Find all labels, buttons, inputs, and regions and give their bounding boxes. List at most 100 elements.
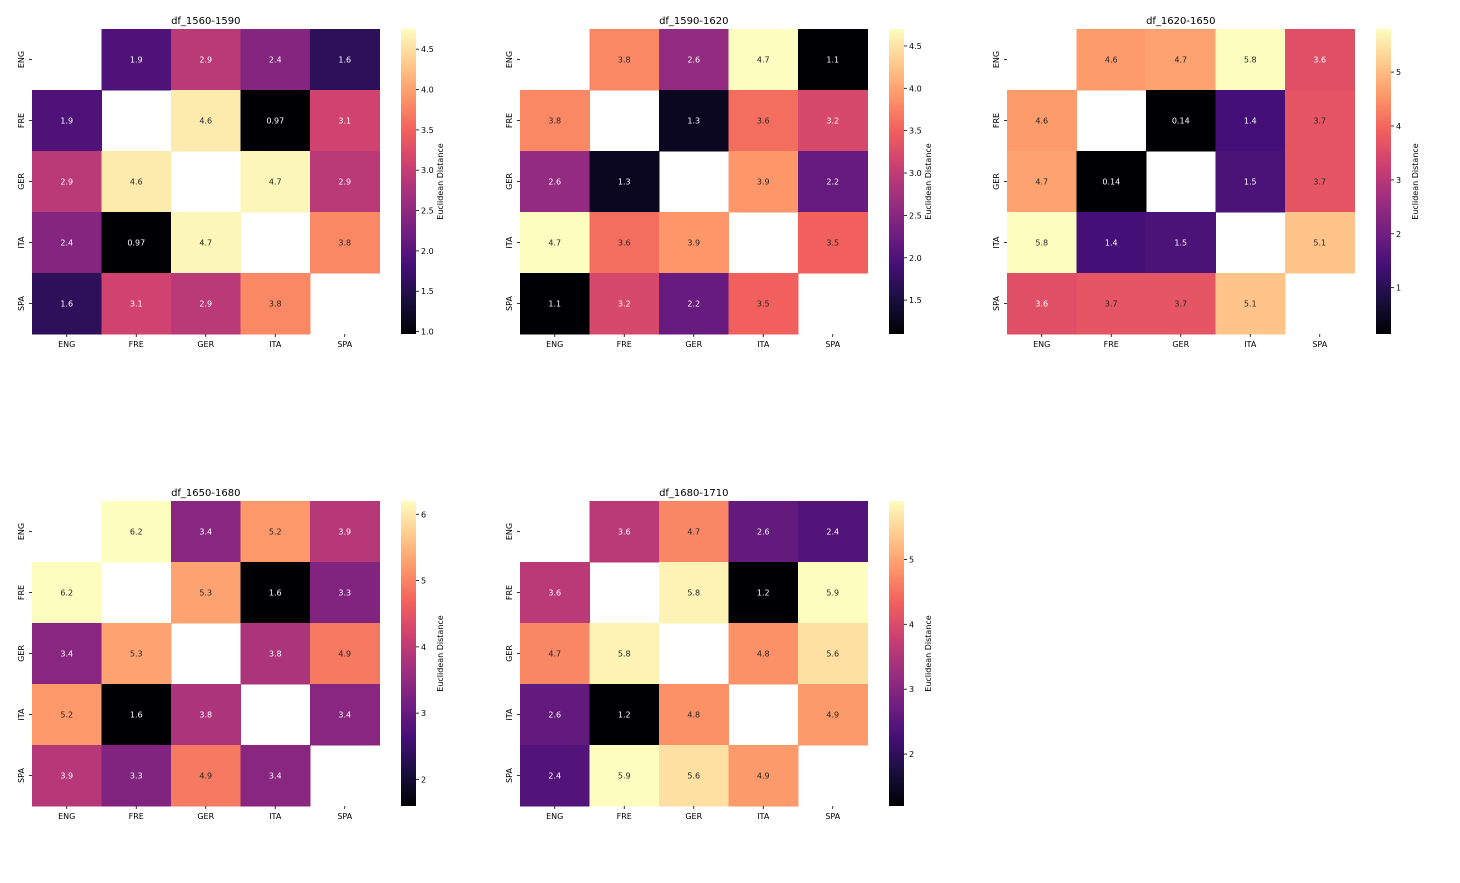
cell-value-label: 3.9 [757, 178, 770, 187]
cell-value-label: 2.9 [199, 56, 212, 65]
cell-value-label: 3.4 [338, 711, 351, 720]
y-tick-label: ITA [505, 708, 514, 721]
heatmap-cell [1285, 212, 1355, 274]
cell-value-label: 1.9 [60, 117, 73, 126]
heatmap-cell [32, 151, 102, 213]
y-tick-label: GER [505, 173, 514, 190]
cell-value-label: 3.7 [1174, 300, 1187, 309]
heatmap-cell [1076, 29, 1147, 91]
colorbar-tick-label: 4.0 [421, 86, 434, 95]
colorbar [889, 501, 904, 806]
cell-value-label: 3.1 [338, 117, 351, 126]
heatmap-cell [728, 745, 799, 807]
cell-value-label: 5.8 [687, 589, 700, 598]
cell-value-label: 4.9 [757, 772, 770, 781]
colorbar-tick-label: 2.0 [421, 247, 434, 256]
heatmap-cell [520, 562, 590, 624]
cell-value-label: 3.6 [757, 117, 770, 126]
y-tick-label: SPA [505, 296, 514, 311]
colorbar-tick-label: 4.0 [909, 84, 922, 93]
colorbar-tick-label: 3.0 [909, 169, 922, 178]
heatmap-cell [520, 151, 590, 213]
heatmap-cell [798, 29, 868, 91]
heatmap-cell [240, 501, 311, 563]
cell-value-label: 2.4 [826, 528, 839, 537]
heatmap-cell [520, 212, 590, 274]
y-tick-label: ENG [505, 523, 514, 540]
cell-value-label: 5.3 [130, 650, 143, 659]
heatmap-cell [728, 562, 799, 624]
heatmap-cell [589, 151, 660, 213]
colorbar-label: Euclidean Distance [924, 143, 933, 220]
cell-value-label: 4.9 [826, 711, 839, 720]
cell-value-label: 4.6 [1035, 117, 1048, 126]
heatmap-cell [589, 273, 660, 335]
heatmap-cell [659, 212, 729, 274]
x-tick-label: GER [197, 340, 214, 349]
cell-value-label: 1.1 [826, 56, 839, 65]
heatmap-cell [32, 273, 102, 335]
cell-value-label: 2.6 [757, 528, 770, 537]
cell-value-label: 4.9 [338, 650, 351, 659]
cell-value-label: 3.3 [130, 772, 143, 781]
heatmap-cell [520, 745, 590, 807]
colorbar-tick-label: 6 [421, 510, 426, 519]
x-tick-label: GER [1172, 340, 1189, 349]
heatmap-cell [101, 684, 172, 746]
cell-value-label: 4.7 [548, 650, 561, 659]
cell-value-label: 5.9 [826, 589, 839, 598]
heatmap-cell [240, 562, 311, 624]
cell-value-label: 3.8 [269, 650, 282, 659]
x-tick-label: SPA [337, 812, 352, 821]
cell-value-label: 1.1 [548, 300, 561, 309]
cell-value-label: 5.9 [618, 772, 631, 781]
x-tick-label: FRE [1104, 340, 1119, 349]
y-tick-label: ITA [17, 236, 26, 249]
heatmap-cell [32, 623, 102, 685]
cell-value-label: 3.4 [269, 772, 282, 781]
cell-value-label: 3.4 [60, 650, 73, 659]
heatmap-cell [171, 745, 241, 807]
x-tick-label: ENG [546, 340, 563, 349]
heatmap-cell [520, 273, 590, 335]
x-tick-label: ITA [269, 340, 282, 349]
colorbar-tick-label: 3 [1396, 176, 1401, 185]
cell-value-label: 3.6 [1035, 300, 1048, 309]
cell-value-label: 3.1 [130, 300, 143, 309]
y-tick-label: GER [992, 173, 1001, 190]
cell-value-label: 5.1 [1244, 300, 1257, 309]
heatmap-cell [798, 684, 868, 746]
heatmap-cell [1076, 212, 1147, 274]
colorbar-tick-label: 5 [421, 577, 426, 586]
heatmap-cell [171, 501, 241, 563]
y-tick-label: ENG [17, 523, 26, 540]
heatmap-cell [1285, 90, 1355, 152]
cell-value-label: 2.2 [687, 300, 700, 309]
panel-title: df_1650-1680 [171, 488, 240, 499]
cell-value-label: 3.6 [548, 589, 561, 598]
heatmap-cell [310, 623, 380, 685]
colorbar-tick-label: 4 [421, 643, 426, 652]
x-tick-label: ENG [58, 340, 75, 349]
colorbar-tick-label: 1.5 [909, 296, 922, 305]
heatmap-cell [798, 562, 868, 624]
x-tick-label: GER [685, 812, 702, 821]
heatmap-cell [240, 90, 311, 152]
heatmap-cell [171, 29, 241, 91]
heatmap-cell [589, 684, 660, 746]
cell-value-label: 3.4 [199, 528, 212, 537]
heatmap-cell [1285, 151, 1355, 213]
colorbar [401, 29, 416, 334]
cell-value-label: 5.2 [269, 528, 282, 537]
heatmap-cell [1285, 29, 1355, 91]
heatmap-cell [589, 501, 660, 563]
heatmap-cell [728, 151, 799, 213]
heatmap-cell [1215, 29, 1286, 91]
colorbar-tick-label: 2.5 [421, 207, 434, 216]
colorbar-tick-label: 4.5 [421, 45, 434, 54]
cell-value-label: 4.6 [1105, 56, 1118, 65]
colorbar-label: Euclidean Distance [436, 615, 445, 692]
y-tick-label: GER [17, 173, 26, 190]
colorbar-label: Euclidean Distance [436, 143, 445, 220]
